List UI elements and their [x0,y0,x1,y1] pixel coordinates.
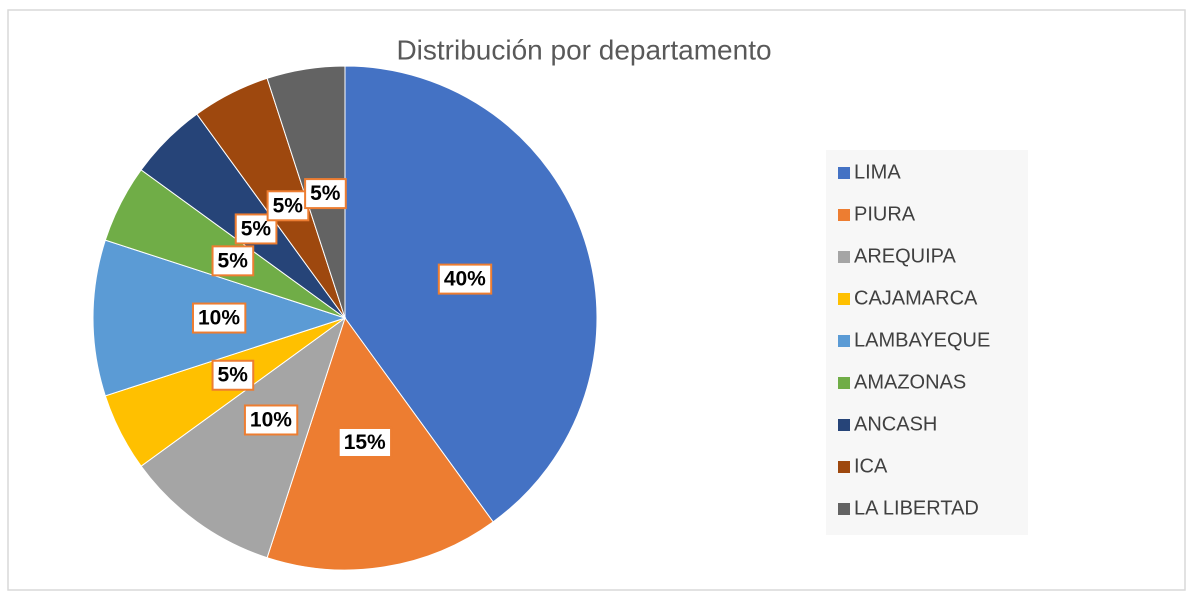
data-label: 5% [218,364,249,387]
data-label-box [437,263,493,295]
data-label: 10% [198,307,240,330]
data-label-box [243,404,299,436]
legend-label: CAJAMARCA [854,287,978,309]
legend-label: ICA [854,455,888,477]
legend-swatch [838,377,850,389]
legend-swatch [838,167,850,179]
data-label: 5% [273,194,304,217]
legend-label: LA LIBERTAD [854,497,979,519]
legend-swatch [838,419,850,431]
chart-title: Distribución por departamento [396,34,771,65]
data-label: 5% [218,249,249,272]
legend-swatch [838,293,850,305]
legend-swatch [838,209,850,221]
data-label-box [266,190,310,222]
data-label-box [211,359,255,391]
data-label-box [337,426,393,458]
data-label-box [304,178,347,210]
legend-swatch [838,461,850,473]
legend-label: LAMBAYEQUE [854,329,990,351]
legend-label: AREQUIPA [854,245,957,267]
legend-label: ANCASH [854,413,937,435]
data-label: 5% [310,182,341,205]
legend-label: LIMA [854,161,901,183]
data-label: 10% [250,408,292,431]
data-label: 40% [444,268,486,291]
legend-box [826,150,1028,535]
data-label: 5% [241,217,272,240]
legend-label: AMAZONAS [854,371,966,393]
legend-swatch [838,251,850,263]
pie-slice [140,316,346,559]
data-label-box [211,245,255,277]
legend-swatch [838,335,850,347]
data-label: 15% [344,431,386,454]
data-label-box [191,302,247,334]
legend-swatch [838,503,850,515]
legend-label: PIURA [854,203,916,225]
